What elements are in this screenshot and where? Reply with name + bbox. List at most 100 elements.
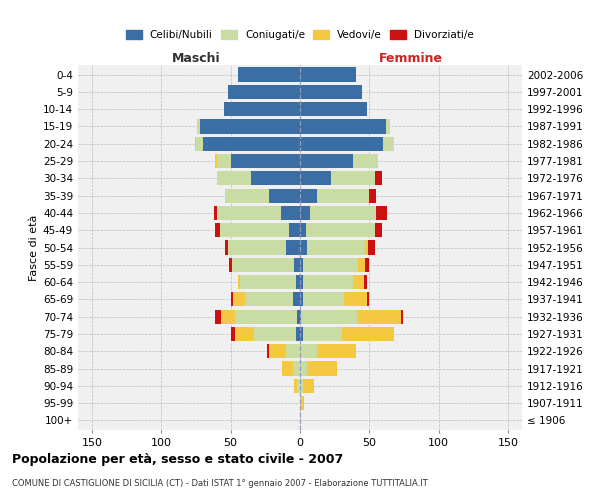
Bar bbox=[383, 136, 394, 151]
Bar bbox=[295, 379, 297, 393]
Bar bbox=[196, 136, 203, 151]
Bar bbox=[375, 171, 382, 186]
Bar bbox=[307, 362, 337, 376]
Bar bbox=[215, 154, 217, 168]
Bar bbox=[300, 344, 317, 358]
Bar bbox=[194, 136, 196, 151]
Bar bbox=[300, 188, 317, 202]
Y-axis label: Anni di nascita: Anni di nascita bbox=[598, 206, 600, 289]
Bar bbox=[230, 327, 235, 341]
Bar bbox=[370, 188, 376, 202]
Bar bbox=[228, 240, 286, 254]
Text: Femmine: Femmine bbox=[379, 52, 443, 65]
Bar bbox=[300, 240, 307, 254]
Bar bbox=[269, 344, 286, 358]
Bar bbox=[300, 292, 303, 306]
Bar bbox=[297, 310, 300, 324]
Bar bbox=[254, 327, 296, 341]
Bar bbox=[232, 258, 295, 272]
Bar bbox=[353, 275, 364, 289]
Bar bbox=[293, 292, 300, 306]
Bar bbox=[215, 223, 220, 238]
Bar bbox=[228, 84, 300, 99]
Bar bbox=[303, 275, 353, 289]
Bar bbox=[300, 120, 386, 134]
Bar bbox=[225, 240, 228, 254]
Bar bbox=[300, 136, 383, 151]
Bar bbox=[282, 362, 293, 376]
Bar bbox=[300, 258, 303, 272]
Bar bbox=[303, 379, 314, 393]
Bar bbox=[358, 258, 365, 272]
Text: Popolazione per età, sesso e stato civile - 2007: Popolazione per età, sesso e stato civil… bbox=[12, 452, 343, 466]
Bar bbox=[375, 223, 382, 238]
Bar bbox=[286, 344, 300, 358]
Bar bbox=[241, 275, 296, 289]
Bar bbox=[245, 292, 293, 306]
Bar bbox=[300, 102, 367, 116]
Bar bbox=[203, 136, 300, 151]
Bar bbox=[386, 120, 390, 134]
Bar bbox=[224, 102, 300, 116]
Bar bbox=[310, 206, 376, 220]
Bar bbox=[300, 275, 303, 289]
Bar bbox=[300, 327, 303, 341]
Bar bbox=[215, 310, 221, 324]
Bar bbox=[233, 292, 245, 306]
Bar bbox=[368, 240, 375, 254]
Bar bbox=[217, 206, 281, 220]
Bar bbox=[300, 362, 307, 376]
Bar bbox=[317, 188, 370, 202]
Bar bbox=[225, 188, 269, 202]
Bar bbox=[305, 223, 375, 238]
Text: COMUNE DI CASTIGLIONE DI SICILIA (CT) - Dati ISTAT 1° gennaio 2007 - Elaborazion: COMUNE DI CASTIGLIONE DI SICILIA (CT) - … bbox=[12, 479, 428, 488]
Bar bbox=[286, 240, 300, 254]
Bar bbox=[364, 275, 367, 289]
Bar bbox=[267, 344, 269, 358]
Bar bbox=[230, 154, 300, 168]
Bar bbox=[251, 171, 300, 186]
Bar bbox=[300, 68, 355, 82]
Bar bbox=[197, 120, 200, 134]
Bar bbox=[300, 206, 310, 220]
Bar bbox=[229, 258, 232, 272]
Bar bbox=[238, 68, 300, 82]
Bar bbox=[217, 171, 251, 186]
Y-axis label: Fasce di età: Fasce di età bbox=[29, 214, 39, 280]
Bar bbox=[317, 344, 355, 358]
Bar bbox=[376, 206, 388, 220]
Bar bbox=[401, 310, 403, 324]
Bar bbox=[296, 327, 300, 341]
Bar bbox=[295, 258, 300, 272]
Bar bbox=[217, 154, 230, 168]
Bar bbox=[300, 171, 331, 186]
Bar bbox=[353, 154, 378, 168]
Bar bbox=[235, 327, 254, 341]
Legend: Celibi/Nubili, Coniugati/e, Vedovi/e, Divorziati/e: Celibi/Nubili, Coniugati/e, Vedovi/e, Di… bbox=[123, 26, 477, 43]
Bar bbox=[238, 275, 241, 289]
Bar bbox=[341, 327, 394, 341]
Bar bbox=[303, 327, 341, 341]
Bar bbox=[293, 362, 300, 376]
Bar bbox=[300, 310, 301, 324]
Bar bbox=[230, 292, 233, 306]
Bar bbox=[303, 258, 358, 272]
Bar bbox=[200, 120, 300, 134]
Bar bbox=[303, 292, 344, 306]
Text: Maschi: Maschi bbox=[172, 52, 220, 65]
Bar bbox=[221, 310, 235, 324]
Bar bbox=[220, 223, 289, 238]
Bar bbox=[344, 292, 367, 306]
Bar bbox=[365, 240, 368, 254]
Bar bbox=[367, 292, 370, 306]
Bar bbox=[365, 258, 370, 272]
Bar bbox=[296, 275, 300, 289]
Bar bbox=[235, 310, 297, 324]
Bar bbox=[331, 171, 375, 186]
Bar bbox=[301, 396, 304, 410]
Bar bbox=[269, 188, 300, 202]
Bar bbox=[307, 240, 365, 254]
Bar bbox=[300, 154, 353, 168]
Bar bbox=[300, 223, 305, 238]
Bar bbox=[289, 223, 300, 238]
